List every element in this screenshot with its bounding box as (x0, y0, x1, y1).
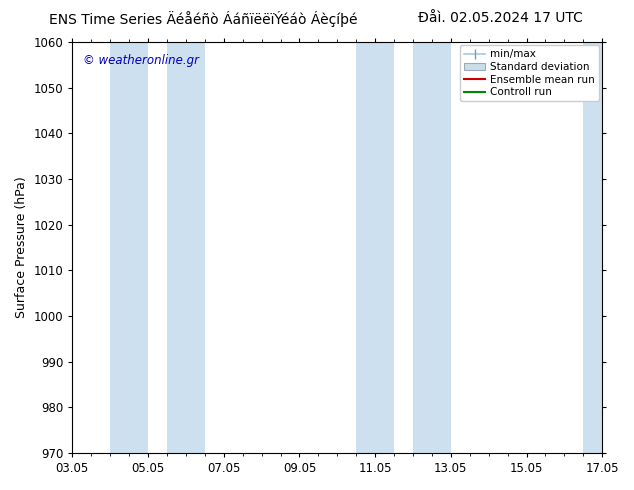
Text: Ðåì. 02.05.2024 17 UTC: Ðåì. 02.05.2024 17 UTC (418, 11, 583, 25)
Bar (167, 42, 205, 453)
Y-axis label: Surface Pressure (hPa): Surface Pressure (hPa) (15, 176, 28, 318)
Bar (110, 42, 148, 453)
Text: © weatheronline.gr: © weatheronline.gr (83, 54, 199, 68)
Bar (356, 42, 394, 453)
Legend: min/max, Standard deviation, Ensemble mean run, Controll run: min/max, Standard deviation, Ensemble me… (460, 45, 599, 101)
Bar (583, 42, 602, 453)
Text: ENS Time Series Äéåéñò ÁáñïëëïÝéáò Áèçíþé: ENS Time Series Äéåéñò ÁáñïëëïÝéáò Áèçíþ… (49, 11, 357, 27)
Bar (413, 42, 451, 453)
